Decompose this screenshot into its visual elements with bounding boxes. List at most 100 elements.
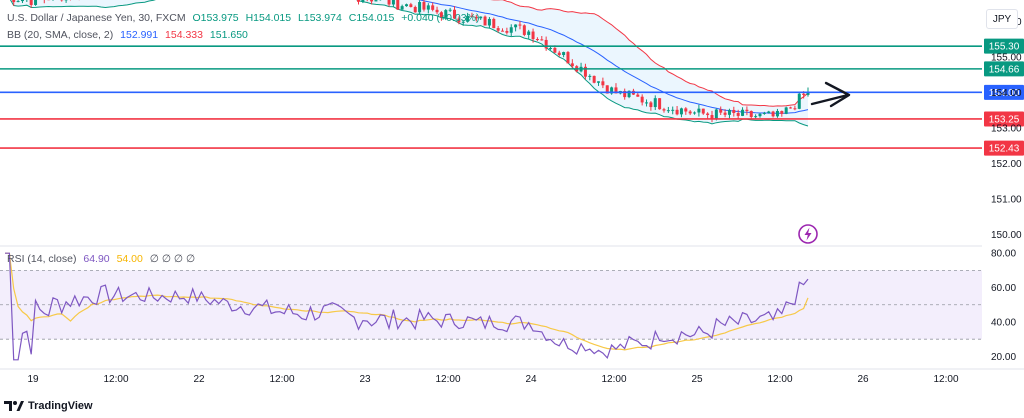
candle-body [549, 47, 553, 49]
candle-body [470, 15, 474, 17]
symbol-title[interactable]: U.S. Dollar / Japanese Yen, 30, FXCM [7, 12, 186, 24]
rsi-tick-label: 40.00 [991, 317, 1016, 328]
bb-basis-value: 152.991 [120, 29, 159, 41]
tradingview-logo [4, 401, 24, 411]
candle-body [697, 108, 701, 113]
candle-body [658, 98, 662, 110]
level-price-label: 154.00 [989, 88, 1020, 99]
price-legend: U.S. Dollar / Japanese Yen, 30, FXCM O15… [7, 12, 483, 25]
rsi-value: 64.90 [83, 253, 110, 265]
rsi-pane[interactable] [0, 252, 982, 361]
candle-body [509, 27, 513, 33]
candle-body [553, 47, 557, 53]
level-price-label: 152.43 [989, 144, 1020, 155]
candle-body [671, 109, 675, 111]
candlesticks[interactable] [4, 0, 810, 123]
rsi-tick-label: 20.00 [991, 352, 1016, 363]
candle-body [767, 111, 771, 113]
candle-body [374, 0, 378, 2]
candle-body [457, 18, 461, 23]
candle-body [640, 96, 644, 103]
price-tick-label: 153.00 [991, 123, 1022, 134]
ohlc-close: C154.015 [348, 12, 395, 24]
candle-body [34, 0, 38, 5]
candle-body [588, 75, 592, 77]
rsi-ma-value: 54.00 [116, 253, 143, 265]
footer[interactable]: TradingView [4, 398, 93, 414]
candle-body [775, 110, 779, 117]
candle-body [806, 91, 810, 95]
candle-body [789, 107, 793, 109]
candle-body [522, 25, 526, 35]
rsi-tick-label: 80.00 [991, 249, 1016, 260]
candle-body [562, 52, 566, 56]
candle-body [435, 9, 439, 13]
candle-body [771, 111, 775, 117]
candle-body [479, 16, 483, 19]
level-price-label: 153.25 [989, 114, 1020, 125]
rsi-tick-label: 60.00 [991, 283, 1016, 294]
time-tick-label: 26 [857, 374, 869, 385]
currency-badge[interactable]: JPY [986, 9, 1018, 29]
bb-legend[interactable]: BB (20, SMA, close, 2) 152.991 154.333 1… [7, 29, 252, 42]
grid-lines [0, 245, 1024, 370]
candle-body [741, 109, 745, 116]
candle-body [719, 109, 723, 113]
candle-body [444, 10, 448, 18]
candle-body [448, 9, 452, 11]
candle-body [540, 39, 544, 41]
candle-body [29, 0, 33, 5]
candle-body [557, 52, 561, 56]
lightning-icon[interactable] [797, 223, 819, 245]
candle-body [679, 108, 683, 115]
bb-basis-line [29, 0, 809, 114]
candle-body [570, 63, 574, 67]
time-tick-label: 12:00 [767, 374, 792, 385]
candle-body [636, 94, 640, 97]
candle-body [758, 113, 762, 117]
candle-body [605, 85, 609, 94]
ohlc-open: O153.975 [192, 12, 239, 24]
candle-body [675, 109, 679, 115]
candle-body [426, 5, 430, 10]
rsi-legend[interactable]: RSI (14, close) 64.90 54.00 ∅ ∅ ∅ ∅ [7, 253, 199, 266]
candle-body [396, 0, 400, 10]
horizontal-levels[interactable]: 155.30 154.66 154.00 153.25 152.43 [0, 38, 1024, 156]
candle-body [649, 102, 653, 108]
time-tick-label: 12:00 [435, 374, 460, 385]
time-tick-label: 22 [193, 374, 205, 385]
candle-body [645, 102, 649, 104]
candle-body [793, 108, 797, 110]
candle-body [802, 93, 806, 95]
candle-body [518, 24, 522, 26]
candle-body [610, 87, 614, 94]
axes: 156.00155.00154.00153.00152.00151.00150.… [27, 17, 1022, 385]
bb-band-fill [10, 0, 808, 126]
level-price-tag [984, 84, 1024, 100]
candle-body [693, 112, 697, 114]
candle-body [413, 6, 417, 13]
candle-body [780, 110, 784, 114]
candle-body [732, 109, 736, 113]
candle-body [387, 0, 391, 5]
candle-body [666, 110, 670, 112]
level-price-tag [984, 140, 1024, 156]
candle-body [422, 2, 426, 10]
candle-body [535, 39, 539, 41]
candle-body [653, 98, 657, 108]
candle-body [391, 0, 395, 5]
candle-body [20, 0, 24, 2]
time-tick-label: 19 [27, 374, 39, 385]
candle-body [723, 112, 727, 115]
candle-body [745, 109, 749, 111]
candle-body [592, 75, 596, 83]
candle-body [706, 113, 710, 116]
price-tick-label: 152.00 [991, 159, 1022, 170]
candle-body [597, 81, 601, 83]
arrow-right-icon[interactable] [810, 81, 851, 108]
price-tick-label: 154.00 [991, 88, 1022, 99]
candle-body [453, 9, 457, 19]
level-price-label: 154.66 [989, 64, 1020, 75]
candle-body [566, 52, 570, 64]
